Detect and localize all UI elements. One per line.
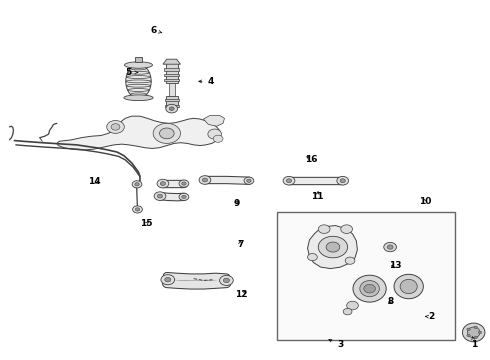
Bar — [135, 58, 143, 62]
Text: 9: 9 — [233, 199, 240, 208]
Bar — [169, 83, 174, 103]
Circle shape — [135, 208, 140, 211]
Circle shape — [165, 278, 171, 282]
Circle shape — [166, 104, 177, 113]
Ellipse shape — [353, 275, 386, 302]
Circle shape — [326, 242, 340, 252]
Text: 8: 8 — [388, 297, 394, 306]
Text: 14: 14 — [88, 177, 101, 186]
Bar — [164, 79, 179, 81]
Bar — [277, 212, 455, 339]
Bar — [166, 63, 177, 83]
Circle shape — [384, 242, 396, 252]
Circle shape — [157, 194, 163, 198]
Circle shape — [478, 331, 482, 334]
Text: 2: 2 — [425, 312, 435, 321]
Circle shape — [202, 178, 208, 182]
Text: 3: 3 — [329, 339, 343, 350]
Ellipse shape — [124, 62, 152, 68]
Circle shape — [179, 193, 189, 201]
Circle shape — [474, 336, 477, 339]
Circle shape — [345, 257, 355, 264]
Circle shape — [343, 309, 352, 315]
Circle shape — [132, 181, 142, 188]
Circle shape — [244, 177, 254, 184]
Ellipse shape — [394, 274, 423, 299]
Circle shape — [179, 180, 189, 187]
Text: 1: 1 — [471, 337, 478, 350]
Circle shape — [467, 334, 470, 337]
Text: 16: 16 — [305, 155, 317, 164]
Ellipse shape — [467, 327, 480, 338]
Text: 13: 13 — [389, 261, 402, 270]
Circle shape — [223, 278, 229, 283]
Text: 11: 11 — [311, 192, 323, 201]
Circle shape — [157, 179, 169, 188]
Circle shape — [337, 176, 348, 185]
Bar — [164, 73, 179, 76]
Circle shape — [208, 129, 221, 139]
Circle shape — [220, 275, 233, 285]
Circle shape — [286, 179, 292, 183]
Polygon shape — [57, 116, 220, 150]
Circle shape — [364, 284, 375, 293]
Polygon shape — [163, 59, 180, 64]
Circle shape — [340, 179, 345, 183]
Circle shape — [160, 182, 166, 185]
Circle shape — [159, 128, 174, 139]
Ellipse shape — [463, 323, 485, 342]
Bar — [165, 99, 178, 102]
Circle shape — [318, 225, 330, 233]
Text: 5: 5 — [125, 68, 138, 77]
Circle shape — [467, 328, 470, 330]
Circle shape — [111, 124, 120, 130]
Ellipse shape — [360, 280, 379, 297]
Circle shape — [199, 176, 211, 184]
Circle shape — [283, 176, 295, 185]
Circle shape — [474, 326, 477, 329]
Text: 12: 12 — [235, 289, 247, 298]
Polygon shape — [308, 226, 357, 269]
Text: 10: 10 — [418, 197, 431, 206]
Bar — [164, 68, 179, 71]
Circle shape — [213, 135, 223, 142]
Text: 7: 7 — [237, 240, 244, 249]
Circle shape — [161, 275, 174, 285]
Polygon shape — [203, 116, 224, 126]
Text: 15: 15 — [140, 219, 152, 228]
Circle shape — [154, 192, 166, 201]
Ellipse shape — [124, 95, 153, 100]
Circle shape — [346, 301, 358, 310]
Bar — [166, 96, 177, 107]
Ellipse shape — [126, 64, 151, 98]
Circle shape — [182, 195, 186, 198]
Bar — [165, 105, 178, 107]
Circle shape — [169, 107, 174, 111]
Ellipse shape — [400, 279, 417, 294]
Circle shape — [246, 179, 251, 182]
Circle shape — [318, 236, 347, 258]
Circle shape — [135, 183, 139, 186]
Circle shape — [153, 123, 180, 143]
Text: 6: 6 — [150, 26, 162, 35]
Circle shape — [182, 182, 186, 185]
Circle shape — [341, 225, 352, 233]
Circle shape — [133, 206, 143, 213]
Circle shape — [107, 121, 124, 134]
Circle shape — [387, 245, 393, 249]
Text: 4: 4 — [199, 77, 214, 86]
Circle shape — [308, 253, 318, 261]
